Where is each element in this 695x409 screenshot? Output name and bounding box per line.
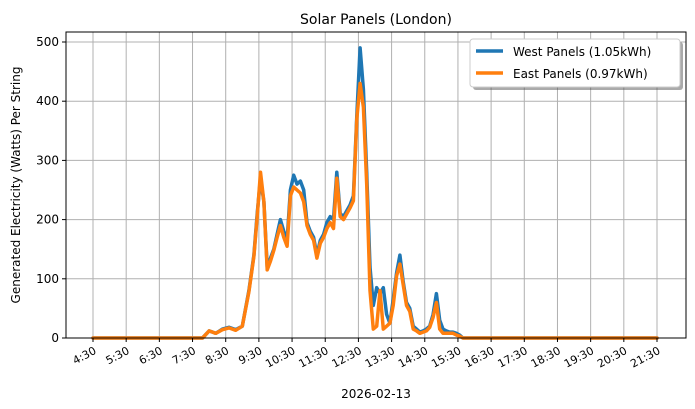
svg-text:4:30: 4:30 (70, 344, 98, 367)
svg-text:10:30: 10:30 (263, 344, 297, 370)
legend-west-label: West Panels (1.05kWh) (513, 45, 651, 59)
svg-text:7:30: 7:30 (170, 344, 198, 367)
svg-text:300: 300 (36, 153, 59, 167)
svg-text:12:30: 12:30 (330, 344, 364, 370)
svg-text:15:30: 15:30 (429, 344, 463, 370)
svg-text:11:30: 11:30 (297, 344, 331, 370)
svg-text:14:30: 14:30 (396, 344, 430, 370)
y-axis-label: Generated Electricity (Watts) Per String (9, 67, 23, 304)
series-lines (91, 46, 659, 340)
svg-text:5:30: 5:30 (104, 344, 132, 367)
chart-title: Solar Panels (London) (300, 12, 452, 28)
svg-text:20:30: 20:30 (595, 344, 629, 370)
svg-text:400: 400 (36, 94, 59, 108)
svg-text:500: 500 (36, 35, 59, 49)
svg-text:200: 200 (36, 213, 59, 227)
x-axis-label: 2026-02-13 (341, 387, 411, 401)
svg-text:13:30: 13:30 (363, 344, 397, 370)
svg-text:17:30: 17:30 (496, 344, 530, 370)
svg-text:18:30: 18:30 (529, 344, 563, 370)
svg-text:0: 0 (51, 331, 59, 345)
svg-text:100: 100 (36, 272, 59, 286)
gridlines (66, 32, 686, 338)
x-axis-ticks: 4:30 5:30 6:30 7:30 8:30 9:30 10:30 11:30 12:30 1… (70, 338, 662, 371)
legend: West Panels (1.05kWh) East Panels (0.97k… (469, 38, 683, 90)
svg-text:16:30: 16:30 (462, 344, 496, 370)
plot-frame (65, 31, 687, 339)
legend-east-label: East Panels (0.97kWh) (513, 67, 648, 81)
svg-text:21:30: 21:30 (628, 344, 662, 370)
svg-text:8:30: 8:30 (203, 344, 231, 367)
svg-text:6:30: 6:30 (137, 344, 165, 367)
svg-text:19:30: 19:30 (562, 344, 596, 370)
svg-text:9:30: 9:30 (236, 344, 264, 367)
y-axis-ticks: 0 100 200 300 400 500 (36, 35, 66, 345)
